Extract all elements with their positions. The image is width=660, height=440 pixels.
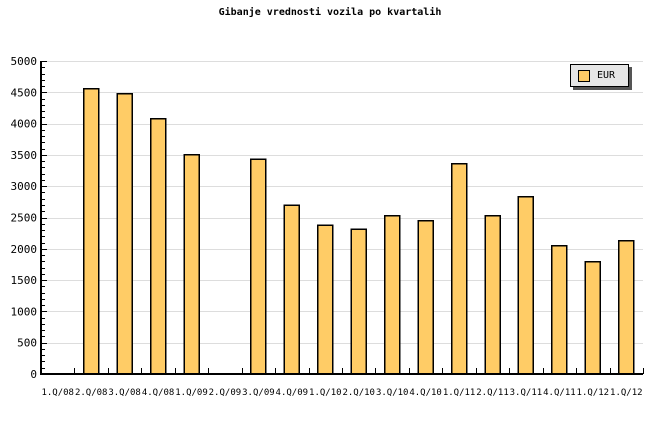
y-tick-label: 1000: [11, 305, 38, 318]
y-tick-label: 2000: [11, 243, 38, 256]
bar-1.Q/12: [584, 261, 602, 375]
eur-series-swatch-icon: [578, 69, 590, 82]
chart-title: Gibanje vrednosti vozila po kvartalih: [218, 7, 442, 18]
x-tick-label: 4.Q/08: [142, 388, 175, 398]
x-tick-label: 2.Q/08: [75, 388, 108, 398]
bar-4.Q/10: [417, 219, 434, 375]
x-tick-label: 4.Q/10: [409, 388, 442, 398]
bar-1.Q/09: [183, 154, 200, 375]
y-tick-label: 0: [30, 368, 37, 381]
bar-3.Q/11: [517, 196, 535, 375]
bar-3.Q/10: [383, 214, 401, 375]
y-tick-label: 3500: [11, 149, 38, 162]
x-tick-label: 1.Q/12: [577, 388, 610, 398]
x-tick-label: 4.Q/09: [276, 388, 309, 398]
y-tick-label: 4000: [11, 118, 38, 131]
x-tick-label: 1.Q/12: [610, 388, 643, 398]
bar-2.Q/11: [484, 214, 501, 375]
bar-1.Q/11: [450, 162, 468, 375]
bar-1.Q/12: [618, 239, 635, 375]
bar-2.Q/10: [350, 228, 367, 375]
legend-series-label: EUR: [597, 69, 616, 81]
x-tick-label: 4.Q/11: [543, 388, 576, 398]
bar-2.Q/08: [82, 87, 100, 375]
x-tick-label: 3.Q/09: [242, 388, 275, 398]
y-tick-label: 4500: [11, 86, 38, 99]
y-tick-label: 1500: [11, 274, 38, 287]
y-tick-label: 2500: [11, 212, 38, 225]
x-tick-label: 3.Q/10: [376, 388, 409, 398]
bar-4.Q/09: [283, 204, 301, 375]
y-tick-label: 3000: [11, 180, 38, 193]
x-tick-label: 3.Q/08: [108, 388, 141, 398]
y-tick-label: 500: [17, 337, 37, 350]
bar-1.Q/10: [317, 224, 334, 375]
bar-4.Q/08: [149, 117, 167, 375]
x-tick-label: 1.Q/08: [41, 388, 74, 398]
bar-3.Q/08: [116, 92, 133, 375]
x-tick-label: 2.Q/10: [342, 388, 375, 398]
x-tick-label: 2.Q/09: [209, 388, 242, 398]
y-tick-label: 5000: [11, 55, 38, 68]
x-tick-label: 3.Q/11: [510, 388, 543, 398]
bar-4.Q/11: [551, 244, 568, 375]
x-tick-label: 1.Q/10: [309, 388, 342, 398]
x-tick-label: 1.Q/11: [443, 388, 476, 398]
legend-box: EUR: [570, 64, 629, 87]
bar-3.Q/09: [250, 158, 267, 375]
x-tick-label: 1.Q/09: [175, 388, 208, 398]
x-tick-label: 2.Q/11: [476, 388, 509, 398]
